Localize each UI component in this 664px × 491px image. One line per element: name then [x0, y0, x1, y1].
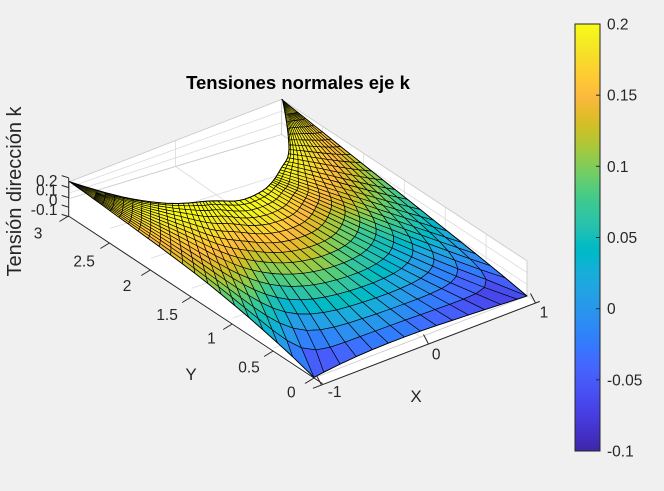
svg-text:0: 0 — [607, 301, 616, 318]
svg-text:2: 2 — [123, 278, 132, 295]
svg-text:Tensión dirección k: Tensión dirección k — [4, 105, 26, 276]
svg-text:0.5: 0.5 — [238, 359, 260, 376]
svg-text:0.1: 0.1 — [607, 159, 629, 176]
svg-text:0: 0 — [49, 193, 58, 210]
svg-text:0.2: 0.2 — [36, 173, 58, 190]
svg-text:-1: -1 — [328, 384, 342, 401]
svg-text:0: 0 — [287, 384, 296, 401]
svg-text:Y: Y — [185, 365, 196, 384]
svg-text:0.05: 0.05 — [607, 230, 637, 247]
svg-text:0.2: 0.2 — [607, 17, 629, 34]
svg-text:-0.1: -0.1 — [31, 202, 58, 219]
svg-text:0.1: 0.1 — [36, 183, 58, 200]
svg-text:-0.05: -0.05 — [607, 372, 642, 389]
svg-text:3: 3 — [34, 225, 43, 242]
svg-text:-0.1: -0.1 — [607, 444, 634, 461]
svg-text:Tensiones normales eje k: Tensiones normales eje k — [186, 72, 411, 93]
svg-text:2.5: 2.5 — [73, 253, 95, 270]
svg-text:0: 0 — [432, 346, 441, 363]
svg-text:1: 1 — [207, 330, 216, 347]
svg-text:X: X — [410, 387, 421, 406]
svg-text:0.15: 0.15 — [607, 88, 637, 105]
svg-text:1.5: 1.5 — [156, 307, 178, 324]
svg-text:1: 1 — [540, 305, 549, 322]
